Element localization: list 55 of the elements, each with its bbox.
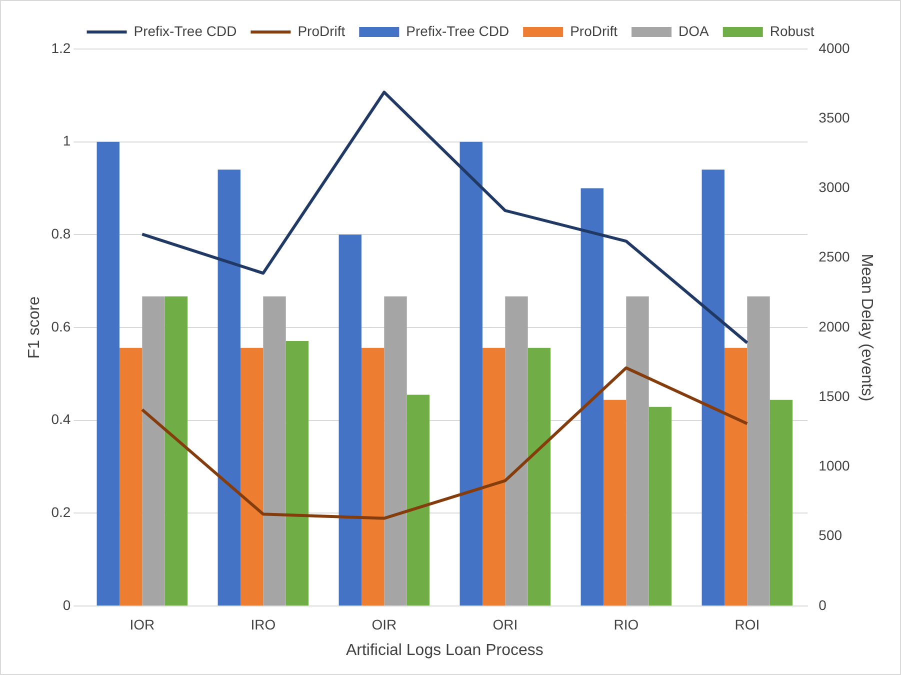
- bar: [240, 348, 264, 606]
- y-tick-label: 0: [62, 596, 71, 613]
- y2-tick-label: 3000: [818, 179, 850, 196]
- bar: [702, 170, 724, 606]
- y-axis-title: F1 score: [26, 296, 44, 359]
- bar: [142, 296, 165, 606]
- bar: [626, 296, 649, 606]
- y2-tick-label: 0: [818, 596, 827, 613]
- y2-tick-label: 500: [818, 527, 842, 544]
- y2-axis-title: Mean Delay (events): [858, 254, 875, 402]
- y-tick-label: 1.2: [51, 40, 71, 56]
- x-tick-label: RIO: [614, 616, 639, 632]
- bar: [460, 142, 482, 606]
- bar: [648, 406, 672, 606]
- y2-tick-label: 2000: [818, 318, 850, 334]
- x-tick-label: ROI: [734, 616, 760, 632]
- x-tick-label: IRO: [250, 616, 276, 632]
- legend-label: Prefix-Tree CDD: [406, 22, 510, 39]
- y2-tick-label: 4000: [818, 40, 850, 56]
- bar: [406, 394, 430, 606]
- bar: [164, 296, 188, 606]
- legend-label: ProDrift: [298, 22, 346, 39]
- legend-label: Robust: [770, 22, 814, 39]
- bar: [384, 296, 407, 606]
- bar: [338, 234, 362, 606]
- bar: [218, 170, 240, 606]
- y2-tick-label: 1500: [818, 388, 850, 404]
- bar: [96, 142, 120, 606]
- y-tick-label: 0.2: [51, 504, 71, 520]
- bar: [724, 348, 748, 606]
- legend-label: DOA: [678, 22, 710, 39]
- y2-tick-label: 3500: [818, 109, 850, 126]
- bar: [505, 296, 528, 606]
- legend-label: ProDrift: [570, 22, 618, 39]
- bar: [361, 348, 384, 606]
- bar: [580, 188, 604, 606]
- x-axis-title: Artificial Logs Loan Process: [346, 642, 544, 659]
- x-tick-label: ORI: [492, 616, 518, 632]
- y2-tick-label: 1000: [818, 458, 850, 474]
- bar: [263, 296, 286, 606]
- y-tick-label: 0.6: [51, 318, 71, 334]
- x-tick-label: OIR: [372, 616, 397, 632]
- bar: [747, 296, 770, 606]
- bar: [286, 340, 309, 606]
- y2-tick-label: 2500: [818, 248, 850, 265]
- y-tick-label: 0.8: [51, 226, 71, 242]
- y-tick-label: 0.4: [51, 411, 71, 428]
- bar: [603, 400, 626, 606]
- x-tick-label: IOR: [130, 616, 155, 632]
- y-tick-label: 1: [62, 132, 71, 149]
- bar: [770, 400, 793, 606]
- bar: [528, 348, 551, 606]
- bar: [119, 348, 142, 606]
- legend-label: Prefix-Tree CDD: [134, 22, 237, 39]
- bar: [482, 348, 506, 606]
